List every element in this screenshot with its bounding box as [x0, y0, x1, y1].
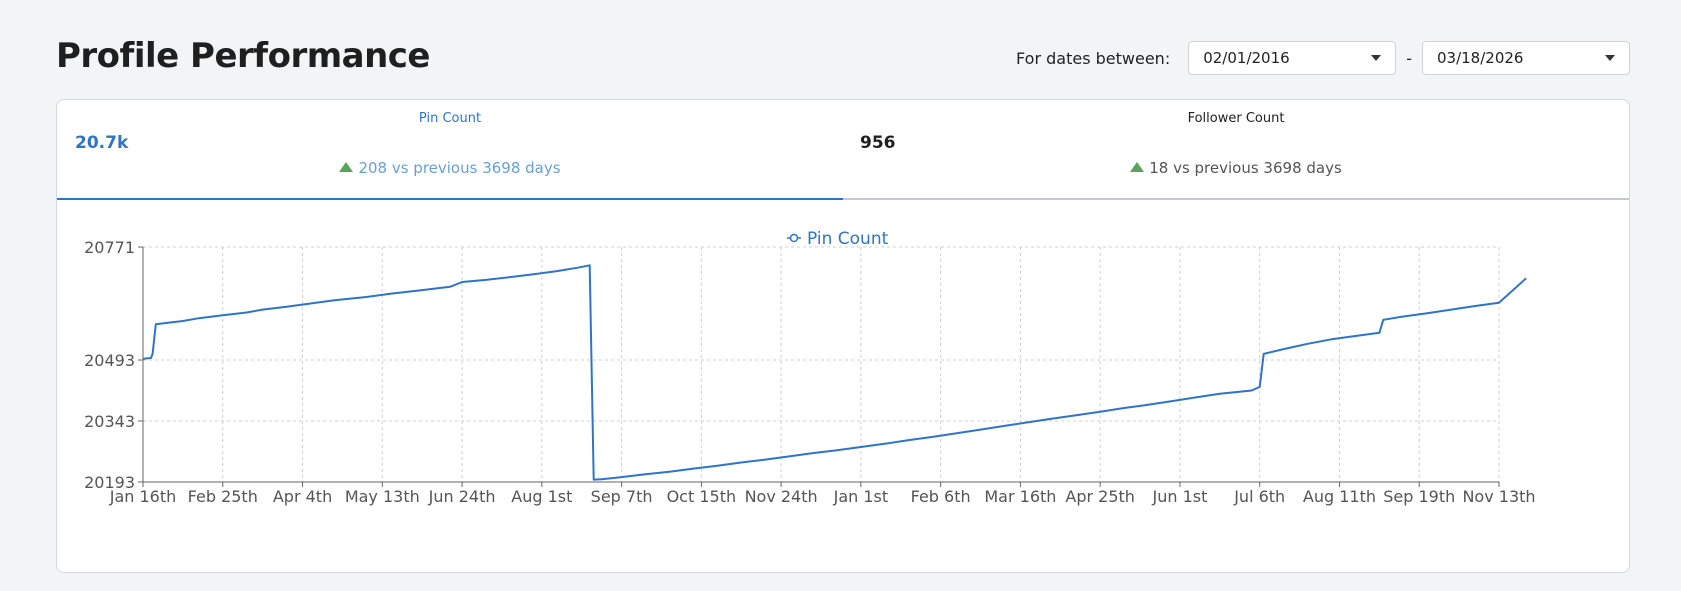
chart-series	[142, 264, 1527, 481]
x-tick-label: Oct 15th	[667, 487, 737, 506]
arrow-up-icon	[1130, 162, 1145, 172]
x-tick-label: Feb 25th	[188, 487, 258, 506]
performance-card: Pin Count 20.7k 208 vs previous 3698 day…	[56, 99, 1630, 573]
x-tick-label: Jan 16th	[109, 487, 177, 506]
y-tick-label: 20493	[84, 351, 135, 370]
x-tick-label: Jul 6th	[1233, 487, 1285, 506]
x-tick-label: Apr 25th	[1065, 487, 1135, 506]
series-line-pin-count[interactable]	[142, 264, 1527, 481]
start-date-select[interactable]: 02/01/2016	[1188, 41, 1397, 75]
y-tick-label: 20343	[84, 412, 135, 431]
x-tick-label: Feb 6th	[911, 487, 971, 506]
x-tick-label: Aug 11th	[1303, 487, 1376, 506]
y-tick-label: 20193	[84, 473, 135, 492]
start-date-value: 02/01/2016	[1203, 49, 1290, 67]
end-date-value: 03/18/2026	[1437, 49, 1524, 67]
x-tick-label: Sep 19th	[1383, 487, 1455, 506]
x-tick-label: Jun 1st	[1152, 487, 1208, 506]
chart-axes: Jan 16th Feb 25th Apr 4th May 13th Jun 24th A…	[84, 238, 1535, 506]
x-tick-label: May 13th	[345, 487, 420, 506]
legend-label: Pin Count	[807, 229, 889, 249]
tab-pin-count[interactable]: Pin Count 20.7k 208 vs previous 3698 day…	[57, 100, 843, 200]
tab-title: Pin Count	[418, 111, 482, 126]
chevron-down-icon	[1371, 55, 1382, 61]
x-tick-label: Sep 7th	[591, 487, 653, 506]
tab-change: 18 vs previous 3698 days	[843, 159, 1629, 177]
page-title: Profile Performance	[56, 36, 431, 76]
x-tick-label: Mar 16th	[984, 487, 1056, 506]
tab-change-text: 208 vs previous 3698 days	[358, 159, 561, 177]
chart-grid	[142, 246, 1500, 483]
x-tick-label: Apr 4th	[273, 487, 332, 506]
tab-follower-count[interactable]: Follower Count 956 18 vs previous 3698 d…	[843, 100, 1629, 200]
x-tick-label: Aug 1st	[511, 487, 572, 506]
date-filter-label: For dates between:	[1016, 48, 1171, 68]
chart-legend[interactable]: Pin Count	[787, 229, 889, 249]
tab-title: Follower Count	[1187, 111, 1285, 126]
legend-marker-icon	[789, 233, 799, 243]
x-tick-label: Nov 13th	[1462, 487, 1535, 506]
x-tick-label: Jun 24th	[428, 487, 496, 506]
tab-metric-value: 20.7k	[75, 133, 129, 153]
end-date-select[interactable]: 03/18/2026	[1422, 41, 1630, 75]
pin-count-chart: Pin Count Jan 16th Feb 25th Apr 4th May 13t…	[84, 229, 1535, 506]
y-tick-label: 20771	[84, 238, 135, 257]
chevron-down-icon	[1605, 55, 1615, 61]
tab-change: 208 vs previous 3698 days	[57, 159, 843, 177]
tab-metric-value: 956	[860, 133, 896, 153]
x-tick-label: Nov 24th	[745, 487, 818, 506]
arrow-up-icon	[339, 162, 354, 172]
tab-change-text: 18 vs previous 3698 days	[1149, 159, 1342, 177]
date-filter: For dates between: 02/01/2016 - 03/18/20…	[1016, 41, 1630, 75]
date-separator: -	[1406, 48, 1412, 68]
x-tick-label: Jan 1st	[833, 487, 889, 506]
